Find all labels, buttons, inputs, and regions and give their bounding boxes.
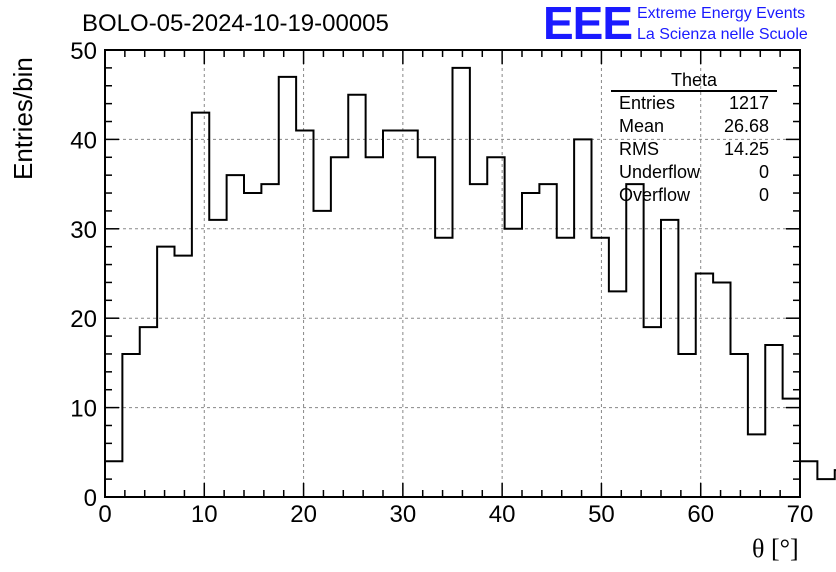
- stats-label: Entries: [619, 93, 676, 113]
- y-tick-label: 10: [70, 396, 97, 423]
- logo-line-1: Extreme Energy Events: [637, 5, 806, 22]
- stats-label: Overflow: [619, 185, 691, 205]
- stats-value: 14.25: [723, 139, 769, 159]
- histogram-series: [104, 66, 836, 497]
- eee-logo: EEE: [543, 0, 633, 49]
- x-tick-label: 50: [588, 501, 615, 528]
- stats-value: 1217: [728, 93, 769, 113]
- y-axis-label: Entries/bin: [8, 57, 38, 180]
- y-tick-label: 0: [84, 485, 97, 512]
- axis-tick-labels: 0 10 20 30 40 50 60 70 0 10 20 30 40 50: [70, 38, 813, 528]
- x-tick-label: 0: [98, 501, 111, 528]
- stats-label: Mean: [619, 116, 665, 136]
- stats-row-underflow: Underflow 0: [611, 161, 777, 184]
- x-tick-label: 60: [687, 501, 714, 528]
- logo-line-2: La Scienza nelle Scuole: [637, 26, 808, 43]
- stats-value: 26.68: [723, 116, 769, 136]
- stats-row-entries: Entries 1217: [611, 92, 777, 115]
- stats-box: Theta Entries 1217 Mean 26.68 RMS 14.25 …: [611, 70, 777, 207]
- stats-label: RMS: [619, 139, 659, 159]
- stats-title: Theta: [611, 70, 777, 92]
- y-tick-label: 50: [70, 38, 97, 65]
- plot-frame: [104, 49, 801, 498]
- axis-ticks: [104, 49, 801, 498]
- stats-row-rms: RMS 14.25: [611, 138, 777, 161]
- stats-label: Underflow: [619, 162, 701, 182]
- x-tick-label: 10: [191, 501, 218, 528]
- y-tick-label: 20: [70, 306, 97, 333]
- stats-row-overflow: Overflow 0: [611, 184, 777, 207]
- chart-title: BOLO-05-2024-10-19-00005: [82, 10, 389, 37]
- stats-row-mean: Mean 26.68: [611, 115, 777, 138]
- x-tick-label: 40: [489, 501, 516, 528]
- x-axis-label: θ [°]: [752, 534, 799, 563]
- x-tick-label: 70: [787, 501, 814, 528]
- y-tick-label: 30: [70, 217, 97, 244]
- x-tick-label: 20: [290, 501, 317, 528]
- y-tick-label: 40: [70, 127, 97, 154]
- stats-value: 0: [758, 162, 769, 182]
- x-tick-label: 30: [390, 501, 417, 528]
- stats-value: 0: [758, 185, 769, 205]
